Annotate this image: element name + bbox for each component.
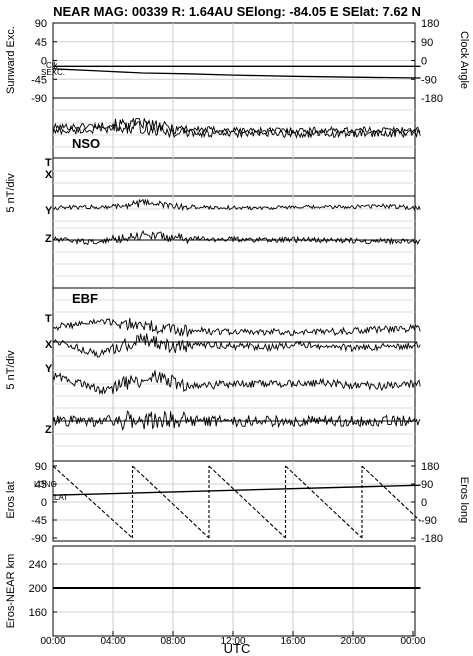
y-tick-label-right: 90	[421, 479, 433, 491]
grid	[53, 288, 415, 461]
y-tick-label-left: 240	[29, 559, 47, 571]
panel-nso: NSO 5 nT/div T X Y Z	[5, 97, 421, 289]
trace-z	[52, 229, 421, 246]
y-axis-label-right: Clock Angle	[458, 31, 470, 89]
trace-label-x: X	[45, 339, 53, 351]
series-line-long	[208, 465, 286, 539]
tick-labels: 90 180 45 90 0 0 -45 -90 -90 -180	[31, 461, 443, 545]
y-tick-label-right: -90	[421, 74, 437, 86]
x-tick-label: 20:00	[340, 636, 365, 647]
grid	[53, 98, 415, 288]
data-lines	[52, 465, 421, 539]
y-tick-label-left: 45	[35, 479, 47, 491]
panel-eros-lat-long: 90 180 45 90 0 0 -45 -90 -90 -180 Eros lat Eros l…	[5, 460, 470, 545]
y-tick-label-left: -90	[31, 93, 47, 105]
trace-label-y: Y	[45, 205, 53, 217]
series-line-long	[285, 465, 363, 539]
y-tick-label-right: 0	[421, 497, 427, 509]
y-tick-label-right: 180	[421, 461, 439, 473]
y-tick-label-left: 90	[35, 18, 47, 30]
y-axis-label-left: Eros lat	[5, 481, 17, 518]
y-tick-label-right: -180	[421, 533, 443, 545]
trace-label-x: X	[45, 169, 53, 181]
y-tick-label-left: 0	[41, 497, 47, 509]
annotation-lat: LAT	[54, 493, 68, 502]
trace-y	[52, 198, 421, 212]
trace-y	[52, 370, 421, 396]
series-line-long	[132, 465, 210, 539]
x-tick-label: 00:00	[40, 636, 65, 647]
trace-t	[52, 118, 421, 136]
x-tick-label: 00:00	[400, 636, 425, 647]
y-tick-label-right: -180	[421, 93, 443, 105]
y-tick-label-left: 200	[29, 583, 47, 595]
panel-frame	[52, 287, 416, 462]
y-axis-label: Eros-NEAR km	[5, 554, 17, 629]
y-tick-label-left: 160	[29, 607, 47, 619]
annotation-long: LONG	[34, 480, 57, 489]
panel-label-nso: NSO	[72, 136, 100, 151]
series-line-lat	[52, 484, 421, 496]
series-line-long	[361, 465, 421, 522]
y-tick-label-left: 45	[35, 37, 47, 49]
x-tick-label: 12:00	[220, 636, 245, 647]
figure-title: NEAR MAG: 00339 R: 1.64AU SElong: -84.05…	[53, 4, 421, 19]
grid	[53, 461, 415, 541]
trace-label-z: Z	[45, 424, 52, 436]
x-axis-label: UTC	[224, 641, 251, 656]
panel-frame	[52, 545, 416, 637]
y-tick-label-right: 0	[421, 56, 427, 68]
y-tick-label-left: 90	[35, 461, 47, 473]
y-tick-label-left: -45	[31, 515, 47, 527]
x-tick-label: 16:00	[280, 636, 305, 647]
trace-label-t: T	[45, 313, 52, 325]
panel-label-ebf: EBF	[72, 291, 98, 306]
y-tick-label-right: 180	[421, 18, 439, 30]
y-tick-label-left: -45	[31, 74, 47, 86]
trace-label-y: Y	[45, 363, 53, 375]
data-lines	[52, 65, 421, 79]
trace-z	[52, 410, 421, 431]
panel-ebf: EBF 5 nT/div T X Y Z	[5, 287, 421, 462]
panel-sunward-exc: 90 180 45 90 0 0 -45 -90 -90 -180 Sunward Exc. Cl…	[5, 18, 470, 105]
grid	[53, 23, 415, 98]
x-tick-label: 08:00	[160, 636, 185, 647]
trace-label-z: Z	[45, 233, 52, 245]
trace-x	[52, 120, 421, 139]
x-tick-label: 04:00	[100, 636, 125, 647]
panel-frame	[52, 97, 416, 289]
trace-x	[52, 333, 421, 358]
panel-frame	[52, 460, 416, 542]
tick-labels: 90 180 45 90 0 0 -45 -90 -90 -180	[31, 18, 443, 105]
y-axis-label-left: Sunward Exc.	[5, 26, 17, 94]
y-axis-label: 5 nT/div	[5, 173, 17, 213]
trace-t	[52, 317, 421, 337]
grid	[53, 546, 415, 636]
panel-eros-near-km: 240 200 160 Eros-NEAR km	[5, 545, 421, 637]
series-line-sexc	[52, 68, 421, 79]
annotation-clk: Clk	[46, 61, 59, 70]
y-tick-label-right: -90	[421, 515, 437, 527]
y-axis-label-right: Eros long	[458, 477, 470, 523]
trace-label-t: T	[45, 157, 52, 169]
y-tick-label-left: 0	[41, 56, 47, 68]
data-lines	[52, 118, 421, 246]
data-lines	[52, 317, 421, 431]
annotation-sexc: SEXC.	[41, 68, 65, 77]
y-tick-label-left: -90	[31, 533, 47, 545]
y-tick-label-right: 90	[421, 37, 433, 49]
x-axis: 00:00 04:00 08:00 12:00 16:00 20:00 00:00	[40, 631, 426, 647]
y-axis-label: 5 nT/div	[5, 350, 17, 390]
